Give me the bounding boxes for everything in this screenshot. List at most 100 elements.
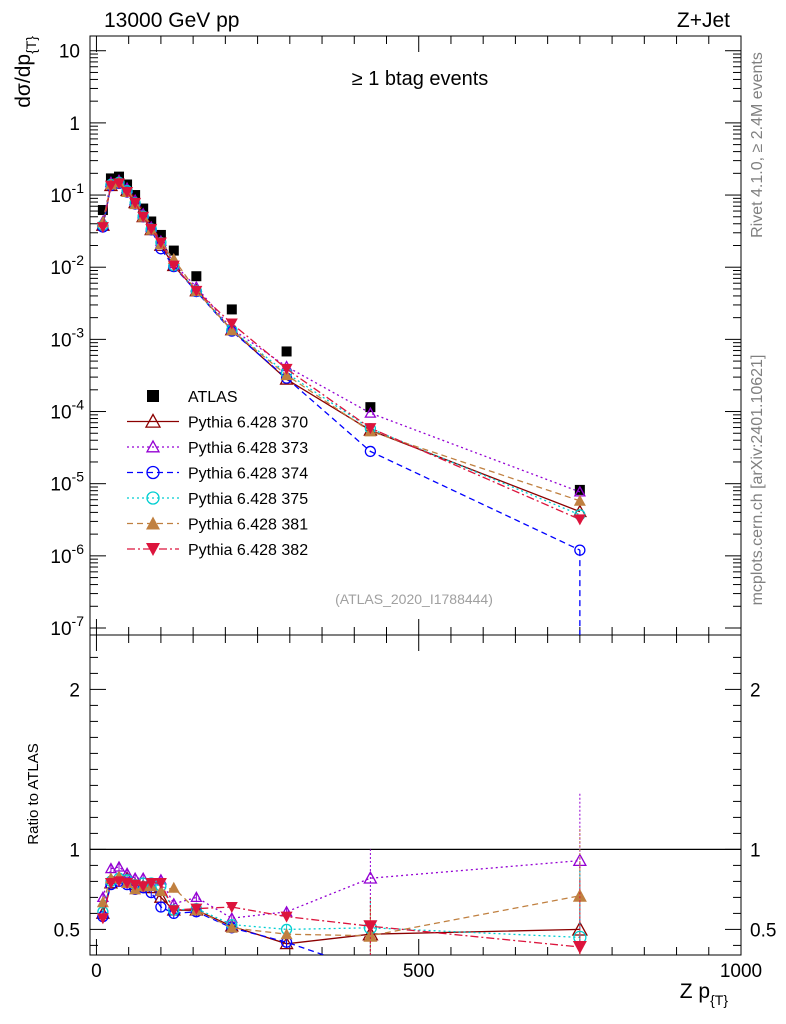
series-pythia-6-428-370: [95, 175, 587, 518]
data-point: [190, 285, 203, 297]
series-line: [102, 181, 581, 502]
energy-label: 13000 GeV pp: [104, 9, 239, 32]
ratio-y-tick-label-right: 1: [750, 840, 761, 861]
ratio-point: [137, 881, 150, 893]
ratio-point: [225, 921, 238, 933]
legend-marker: [147, 390, 159, 402]
ratio-y-tick-label-right: 0.5: [750, 920, 776, 941]
data-point: [154, 237, 167, 249]
ratio-y-tick-label: 1: [69, 840, 80, 861]
y-tick-label: 10-7: [50, 613, 84, 640]
watermark-label: (ATLAS_2020_I1788444): [335, 591, 493, 607]
legend-label: Pythia 6.428 373: [188, 440, 308, 457]
ratio-point: [96, 896, 109, 908]
legend-marker: [144, 413, 162, 428]
legend-marker: [146, 465, 160, 480]
series-line: [102, 182, 581, 520]
ratio-point: [574, 979, 586, 991]
legend-item: Pythia 6.428 374: [127, 466, 308, 483]
data-point: [121, 187, 134, 199]
data-point: [145, 223, 158, 235]
data-point: [574, 484, 585, 495]
ratio-data-marks: [95, 793, 588, 991]
legend-label: Pythia 6.428 374: [188, 466, 308, 483]
legend: ATLAS Pythia 6.428 370 Pythia 6.428 373 Pyt…: [127, 389, 308, 559]
data-point: [96, 222, 109, 234]
mcplots-source-label: mcplots.cern.ch [arXiv:2401.10621]: [749, 355, 766, 606]
data-point: [97, 205, 108, 216]
ratio-point: [96, 913, 109, 925]
data-point: [573, 494, 586, 506]
ratio-point: [572, 888, 587, 902]
ratio-line: [102, 880, 326, 955]
data-point: [113, 178, 126, 190]
ratio-point: [363, 920, 378, 934]
series-pythia-6-428-381: [96, 176, 586, 506]
series-line: [102, 181, 581, 513]
data-point: [364, 445, 377, 458]
legend-label: Pythia 6.428 370: [188, 415, 308, 432]
legend-label: Pythia 6.428 381: [188, 517, 308, 534]
ratio-series-pythia-6-428-374: [97, 875, 586, 991]
data-point: [225, 324, 238, 336]
data-point: [137, 211, 150, 223]
legend-item: Pythia 6.428 373: [127, 439, 308, 457]
data-point: [280, 363, 293, 375]
y-tick-label: 1: [69, 114, 80, 135]
ratio-y-tick-label-right: 2: [750, 680, 761, 701]
legend-marker: [146, 491, 160, 505]
main-axis-ticks: 10 1 10-1 10-2 10-3 10-4 10-5 10-6 10-7: [50, 36, 742, 640]
ratio-y-axis-label: Ratio to ATLAS: [25, 743, 42, 844]
data-point: [364, 423, 377, 435]
main-data-marks: [95, 171, 587, 635]
ratio-axis-ticks: 0.5 0.5 1 1 2 2 0 500 1000: [54, 635, 776, 982]
series-pythia-6-428-374: [97, 177, 586, 556]
ratio-point: [280, 911, 293, 923]
ratio-point: [225, 902, 238, 913]
x-tick-label: 1000: [720, 961, 762, 982]
ratio-point: [154, 885, 167, 896]
ratio-series-pythia-6-428-382: [96, 876, 587, 955]
ratio-panel-frame: [89, 634, 742, 956]
legend-item: ATLAS: [147, 389, 238, 406]
ratio-point: [104, 878, 117, 889]
series-pythia-6-428-382: [96, 178, 586, 526]
legend-label: ATLAS: [188, 389, 238, 406]
ratio-y-tick-label: 0.5: [54, 920, 80, 941]
legend-item: Pythia 6.428 375: [127, 491, 308, 508]
ratio-point: [190, 903, 203, 915]
legend-marker: [146, 516, 160, 530]
ratio-y-tick-label: 2: [69, 680, 80, 701]
ratio-point: [572, 941, 587, 954]
ratio-point: [364, 965, 376, 977]
data-point: [167, 260, 180, 272]
main-y-axis-label: dσ/dp{T}: [12, 36, 39, 108]
series-pythia-6-428-375: [97, 176, 586, 521]
ratio-point: [155, 901, 167, 913]
series-line: [102, 179, 581, 493]
y-tick-label: 10-5: [50, 469, 84, 496]
data-point: [225, 318, 238, 330]
data-point: [364, 406, 377, 418]
process-label: Z+Jet: [677, 9, 730, 32]
legend-marker: [146, 543, 160, 556]
legend-item: Pythia 6.428 370: [127, 413, 308, 432]
ratio-point: [190, 891, 203, 903]
data-point: [573, 514, 586, 526]
legend-label: Pythia 6.428 375: [188, 491, 308, 508]
y-tick-label: 10: [59, 42, 80, 63]
ratio-point: [154, 878, 167, 889]
ratio-point: [363, 928, 378, 942]
legend-marker: [145, 439, 161, 453]
data-point: [129, 197, 142, 209]
series-line: [102, 182, 581, 551]
y-tick-label: 10-4: [50, 397, 84, 424]
series-pythia-6-428-373: [96, 173, 586, 497]
ratio-point: [280, 928, 293, 940]
y-tick-label: 10-6: [50, 541, 84, 568]
data-point: [226, 304, 237, 315]
x-axis-label: Z p{T}: [680, 980, 729, 1008]
y-tick-label: 10-2: [50, 252, 84, 279]
ratio-point: [167, 905, 180, 917]
